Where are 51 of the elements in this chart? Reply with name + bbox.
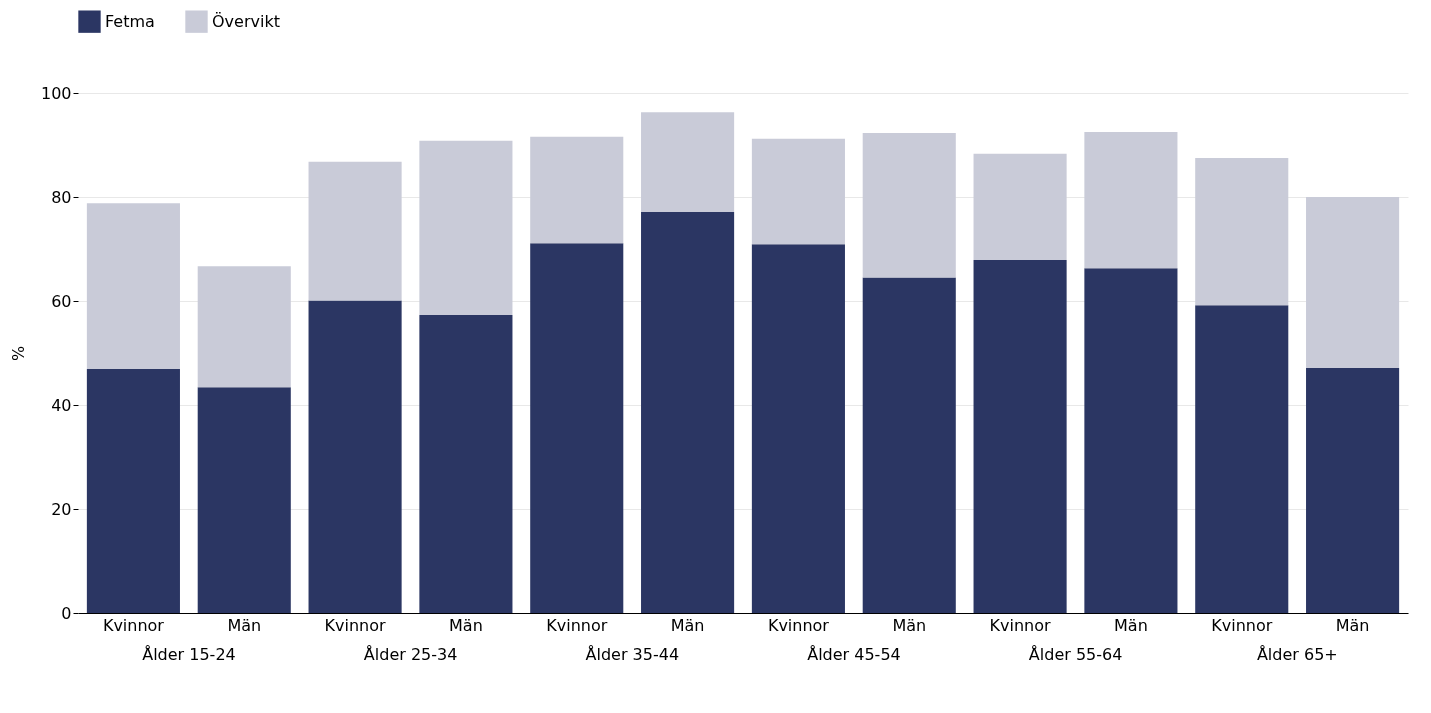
bar bbox=[530, 243, 624, 613]
bar bbox=[197, 387, 291, 613]
text: Ålder 15-24 bbox=[142, 645, 236, 664]
x-tick-label: Män bbox=[227, 615, 262, 635]
bar bbox=[751, 138, 845, 245]
bar bbox=[862, 133, 956, 278]
bar bbox=[1084, 132, 1178, 269]
bar bbox=[308, 300, 402, 613]
y-tick-label: 40 bbox=[51, 395, 72, 415]
bar bbox=[419, 140, 513, 316]
bar bbox=[197, 266, 291, 388]
x-tick-label: Kvinnor bbox=[767, 615, 830, 635]
bar bbox=[973, 153, 1067, 260]
x-tick-label: Män bbox=[1114, 615, 1148, 635]
bar bbox=[862, 277, 956, 613]
x-tick-label: Kvinnor bbox=[989, 615, 1052, 635]
legend-label: Fetma bbox=[105, 11, 155, 31]
x-tick-label: Kvinnor bbox=[102, 615, 165, 635]
bar bbox=[419, 315, 513, 613]
bar bbox=[308, 161, 402, 301]
bar bbox=[530, 136, 624, 244]
bar bbox=[86, 203, 180, 370]
y-tick-label: 100 bbox=[40, 83, 72, 103]
x-tick-label: Kvinnor bbox=[324, 615, 387, 635]
x-tick-label: Kvinnor bbox=[546, 615, 608, 635]
bar bbox=[641, 112, 735, 213]
bar bbox=[973, 259, 1067, 613]
y-tick-label: 80 bbox=[51, 187, 72, 207]
bar bbox=[751, 244, 845, 613]
text: Ålder 25-34 bbox=[363, 645, 458, 664]
bar bbox=[1195, 158, 1289, 306]
y-tick-label: 20 bbox=[51, 499, 72, 519]
bar bbox=[641, 212, 735, 613]
x-tick-label: Män bbox=[1335, 615, 1370, 635]
bar bbox=[1306, 197, 1400, 369]
text: Ålder 35-44 bbox=[585, 645, 680, 664]
text: Ålder 45-54 bbox=[807, 645, 901, 664]
text: Ålder 55-64 bbox=[1028, 645, 1123, 664]
x-tick-label: Män bbox=[892, 615, 927, 635]
y-tick-label: 60 bbox=[51, 291, 72, 311]
y-axis-title: % bbox=[8, 345, 28, 362]
bar bbox=[86, 369, 180, 613]
x-tick-label: Män bbox=[670, 615, 705, 635]
y-tick-label: 0 bbox=[61, 603, 72, 623]
bar bbox=[1306, 368, 1400, 613]
x-tick-label: Kvinnor bbox=[1211, 615, 1273, 635]
legend-label: Övervikt bbox=[212, 11, 280, 31]
bar bbox=[1084, 268, 1178, 613]
text: Ålder 65+ bbox=[1256, 645, 1338, 664]
x-tick-label: Män bbox=[449, 615, 483, 635]
bar bbox=[1195, 305, 1289, 613]
